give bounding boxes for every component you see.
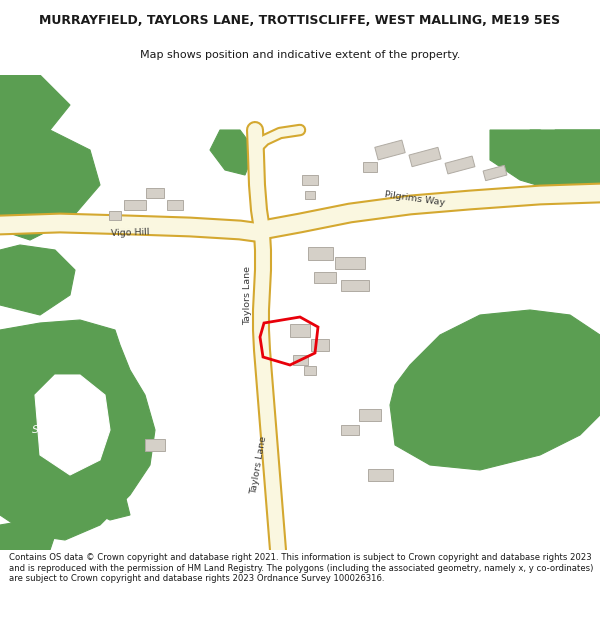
Bar	[305, 191, 315, 199]
Polygon shape	[530, 130, 600, 195]
Text: MURRAYFIELD, TAYLORS LANE, TROTTISCLIFFE, WEST MALLING, ME19 5ES: MURRAYFIELD, TAYLORS LANE, TROTTISCLIFFE…	[40, 14, 560, 27]
Text: Map shows position and indicative extent of the property.: Map shows position and indicative extent…	[140, 49, 460, 59]
Polygon shape	[555, 130, 600, 155]
Polygon shape	[0, 520, 55, 550]
Bar	[363, 162, 377, 172]
Bar	[145, 439, 165, 451]
Bar	[375, 140, 405, 160]
Bar	[341, 279, 369, 291]
Polygon shape	[0, 245, 75, 315]
Bar	[304, 366, 316, 374]
Bar	[311, 339, 329, 351]
Polygon shape	[210, 130, 255, 175]
Polygon shape	[35, 375, 110, 475]
Text: Contains OS data © Crown copyright and database right 2021. This information is : Contains OS data © Crown copyright and d…	[9, 554, 593, 583]
Bar	[302, 175, 318, 185]
Bar	[445, 156, 475, 174]
Polygon shape	[390, 310, 600, 470]
Polygon shape	[80, 490, 130, 520]
Bar	[124, 200, 146, 210]
Bar	[109, 211, 121, 219]
Bar	[409, 148, 441, 167]
Text: Taylors Lane: Taylors Lane	[243, 266, 252, 324]
Polygon shape	[490, 130, 600, 195]
Polygon shape	[0, 130, 100, 240]
Bar	[290, 324, 310, 336]
Bar	[293, 355, 308, 365]
Bar	[341, 425, 359, 435]
Text: Spring Wood: Spring Wood	[32, 425, 104, 435]
Text: Pilgrims Way: Pilgrims Way	[384, 189, 446, 207]
Bar	[314, 271, 336, 282]
Bar	[167, 200, 183, 210]
Bar	[367, 469, 392, 481]
Bar	[146, 188, 164, 198]
Text: Taylors Lane: Taylors Lane	[249, 435, 268, 495]
Bar	[335, 257, 365, 269]
Polygon shape	[0, 75, 70, 130]
Polygon shape	[0, 320, 155, 540]
Bar	[483, 166, 507, 181]
Bar	[359, 409, 381, 421]
Polygon shape	[415, 423, 455, 450]
Text: Vigo Hill: Vigo Hill	[110, 228, 149, 238]
Bar	[308, 246, 332, 259]
